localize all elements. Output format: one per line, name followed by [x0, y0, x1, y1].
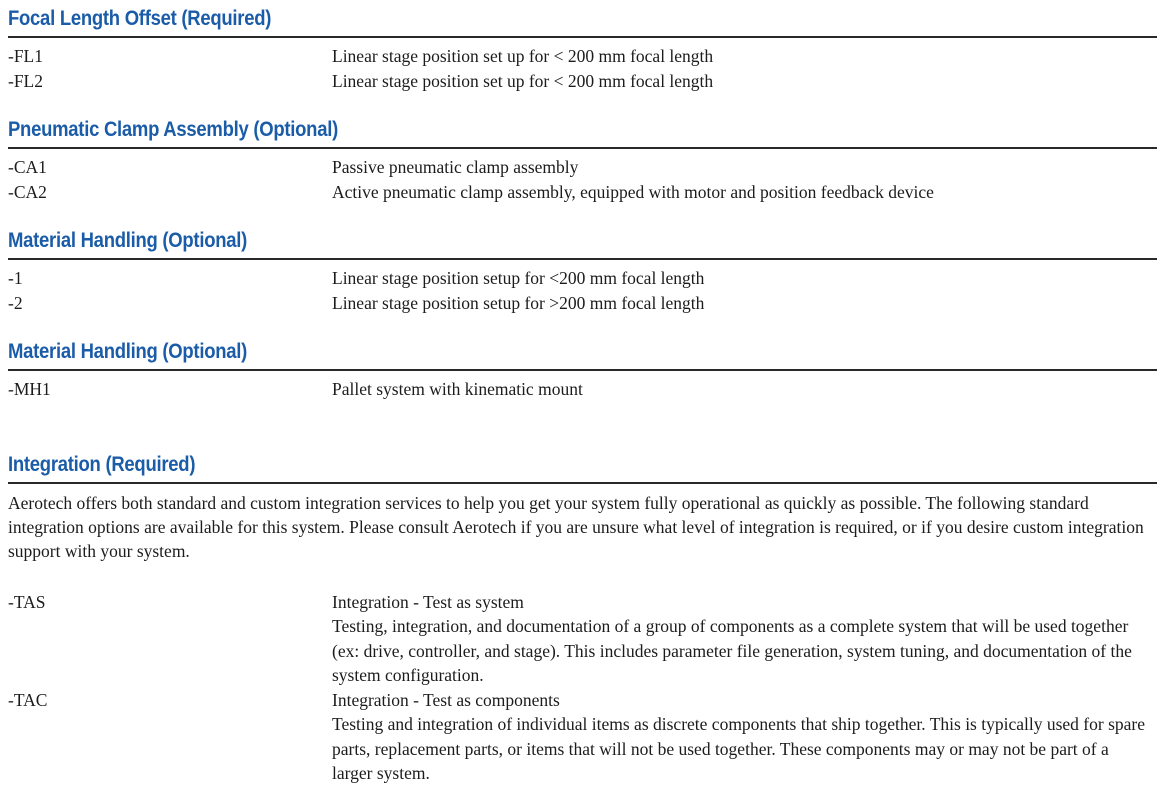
option-table: -1 Linear stage position setup for <200 … [8, 266, 1157, 315]
option-code: -MH1 [8, 379, 51, 399]
section-title: Integration (Required) [8, 452, 196, 476]
option-description: Pallet system with kinematic mount [332, 379, 583, 399]
option-description: Integration - Test as components Testing… [332, 688, 1147, 786]
section-divider [8, 258, 1157, 260]
option-row: -1 Linear stage position setup for <200 … [8, 266, 1157, 291]
section-divider [8, 369, 1157, 371]
option-table: -CA1 Passive pneumatic clamp assembly -C… [8, 155, 1157, 204]
option-description-body: Testing and integration of individual it… [332, 714, 1146, 783]
option-code: -2 [8, 292, 23, 313]
option-table: -MH1 Pallet system with kinematic mount [8, 377, 1157, 402]
section-integration: Integration (Required) Aerotech offers b… [8, 452, 1157, 786]
option-description: Linear stage position setup for <200 mm … [332, 268, 705, 288]
option-row: -MH1 Pallet system with kinematic mount [8, 377, 1157, 402]
section-divider [8, 481, 1157, 484]
option-row: -TAS Integration - Test as system Testin… [8, 590, 1157, 688]
option-description: Integration - Test as system Testing, in… [332, 590, 1147, 688]
integration-intro-paragraph: Aerotech offers both standard and custom… [8, 492, 1144, 561]
option-description: Linear stage position setup for >200 mm … [332, 292, 705, 313]
option-code: -CA2 [8, 181, 47, 202]
option-code: -TAS [8, 591, 46, 612]
section-title: Material Handling (Optional) [8, 340, 248, 363]
option-code: -FL2 [8, 70, 43, 91]
option-description: Passive pneumatic clamp assembly [332, 157, 579, 177]
option-description-title: Integration - Test as components [332, 689, 560, 710]
section-title: Pneumatic Clamp Assembly (Optional) [8, 118, 338, 141]
section-divider [8, 36, 1157, 38]
option-table: -FL1 Linear stage position set up for < … [8, 44, 1157, 93]
option-row: -CA2 Active pneumatic clamp assembly, eq… [8, 180, 1157, 205]
section-title: Material Handling (Optional) [8, 229, 248, 252]
option-row: -FL2 Linear stage position set up for < … [8, 69, 1157, 94]
option-row: -FL1 Linear stage position set up for < … [8, 44, 1157, 69]
option-row: -2 Linear stage position setup for >200 … [8, 291, 1157, 316]
option-code: -FL1 [8, 46, 43, 66]
section-title: Focal Length Offset (Required) [8, 7, 272, 30]
option-table: -TAS Integration - Test as system Testin… [8, 590, 1157, 786]
option-code: -TAC [8, 689, 48, 710]
option-description: Active pneumatic clamp assembly, equippe… [332, 181, 934, 202]
section-focal-length-offset: Focal Length Offset (Required) -FL1 Line… [8, 6, 1157, 93]
option-row: -CA1 Passive pneumatic clamp assembly [8, 155, 1157, 180]
option-code: -1 [8, 268, 23, 288]
section-material-handling-1: Material Handling (Optional) -1 Linear s… [8, 228, 1157, 315]
option-code: -CA1 [8, 157, 47, 177]
section-pneumatic-clamp-assembly: Pneumatic Clamp Assembly (Optional) -CA1… [8, 117, 1157, 204]
option-description: Linear stage position set up for < 200 m… [332, 70, 714, 91]
option-description: Linear stage position set up for < 200 m… [332, 46, 714, 66]
option-description-title: Integration - Test as system [332, 591, 524, 612]
option-row: -TAC Integration - Test as components Te… [8, 688, 1157, 786]
section-material-handling-2: Material Handling (Optional) -MH1 Pallet… [8, 339, 1157, 402]
section-divider [8, 147, 1157, 149]
option-description-body: Testing, integration, and documentation … [332, 616, 1132, 685]
